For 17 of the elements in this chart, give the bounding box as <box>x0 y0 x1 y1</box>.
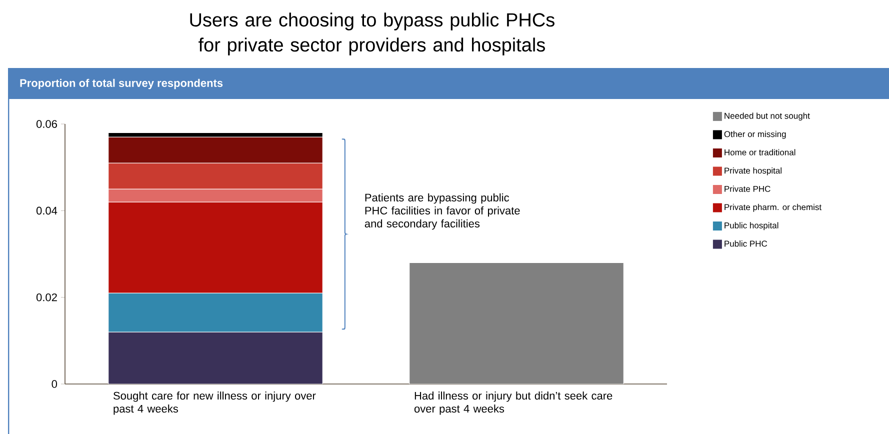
legend-label: Other or missing <box>724 130 786 139</box>
legend-label: Private pharm. or chemist <box>724 204 822 212</box>
legend-label: Needed but not sought <box>724 112 810 121</box>
y-tick-label: 0.04 <box>36 206 58 215</box>
legend-label: Private hospital <box>724 167 782 176</box>
x-tick-label: Had illness or injury but didn’t seek care over past 4 weeks <box>414 392 612 415</box>
legend-label: Public PHC <box>724 240 768 247</box>
x-tick-label: Sought care for new illness or injury over past 4 weeks <box>114 392 316 415</box>
y-tick-label: 0 <box>52 380 58 388</box>
legend-label: Home or traditional <box>724 149 796 156</box>
legend-label: Public hospital <box>724 222 778 230</box>
y-tick-label: 0.02 <box>36 293 57 302</box>
annotation: Patients are bypassing public PHC facilities in favor of private and secondary facilities <box>364 193 520 230</box>
legend-label: Private PHC <box>724 186 770 192</box>
y-tick-label: 0.06 <box>36 120 57 128</box>
chart-subtitle: Proportion of total survey respondents <box>20 78 223 90</box>
chart-title: Users are choosing to bypass public PHCs for private sector providers and hospitals <box>190 12 554 56</box>
